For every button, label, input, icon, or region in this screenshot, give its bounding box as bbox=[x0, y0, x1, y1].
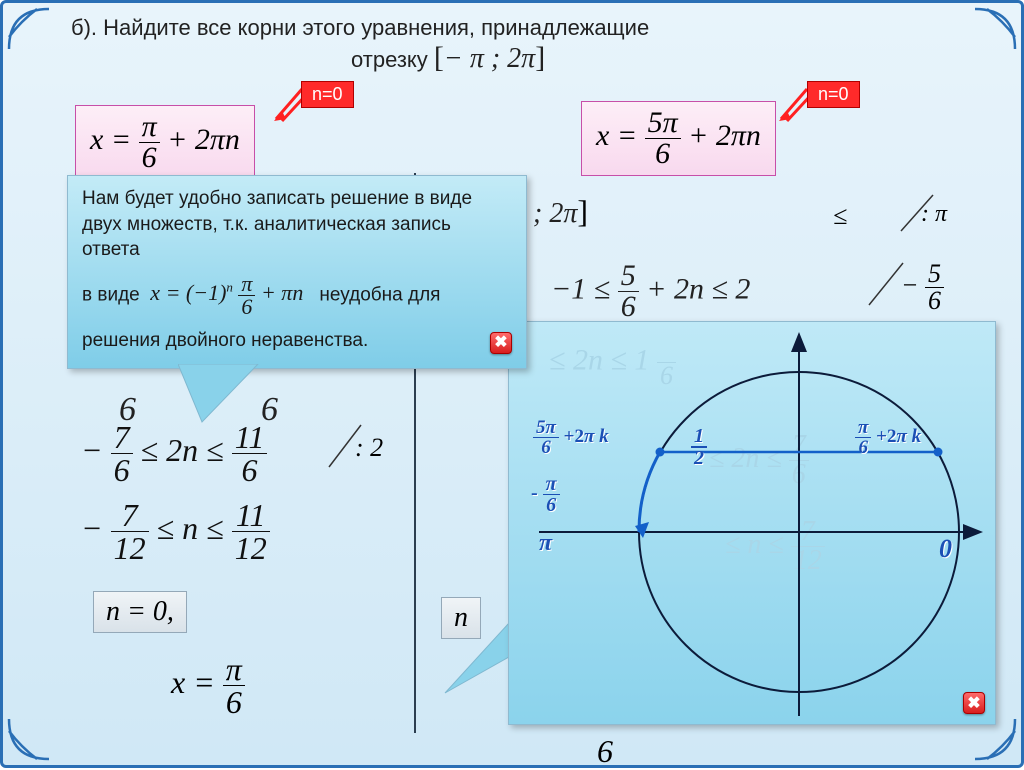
unit-circle-panel: ≤ 2n ≤ 1 6 ≤ 2n ≤ 76 ≤ n ≤ 712 bbox=[508, 321, 996, 725]
right-interval-fragment: ; 2π] bbox=[533, 193, 588, 230]
minus-5-6: − 56 bbox=[901, 261, 944, 314]
div-pi: : π bbox=[921, 201, 947, 228]
hint-text-2b: неудобна для bbox=[319, 284, 440, 305]
title-text-2: отрезку bbox=[351, 47, 428, 72]
div-2: : 2 bbox=[355, 433, 383, 463]
label-pi6: π6 +2π k bbox=[855, 418, 921, 457]
hint-callout: Нам будет удобно записать решение в виде… bbox=[67, 175, 527, 369]
hint-text-1: Нам будет удобно записать решение в виде… bbox=[82, 186, 512, 263]
close-icon[interactable]: ✖ bbox=[490, 332, 512, 354]
n-tag-right: n=0 bbox=[807, 81, 860, 108]
label-minus-pi6: - π6 bbox=[531, 474, 560, 515]
label-pi: π bbox=[539, 530, 552, 557]
n-tag-left: n=0 bbox=[301, 81, 354, 108]
hint-text-2a: в виде bbox=[82, 284, 140, 305]
title-text-1: б). Найдите все корни этого уравнения, п… bbox=[71, 15, 649, 40]
result-x: x = π6 bbox=[171, 653, 245, 718]
hint-text-3: решения двойного неравенства. bbox=[82, 328, 368, 354]
le-symbol: ≤ bbox=[833, 201, 847, 231]
slide-frame: б). Найдите все корни этого уравнения, п… bbox=[0, 0, 1024, 768]
right-inequality: −1 ≤ 56 + 2n ≤ 2 bbox=[551, 261, 750, 322]
corner-ornament bbox=[7, 7, 51, 51]
label-5pi6: 5π6 +2π k bbox=[533, 418, 609, 457]
formula-left: x = π6 + 2πn bbox=[75, 105, 255, 180]
formula-right: x = 5π6 + 2πn bbox=[581, 101, 776, 176]
problem-title: б). Найдите все корни этого уравнения, п… bbox=[71, 15, 1003, 75]
callout-pointer-icon bbox=[178, 364, 298, 424]
left-step2: − 712 ≤ n ≤ 1112 bbox=[81, 499, 270, 564]
label-1-2: 12 bbox=[691, 426, 707, 468]
left-step1: − 76 ≤ 2n ≤ 116 bbox=[81, 421, 267, 486]
corner-ornament bbox=[973, 7, 1017, 51]
hint-formula: x = (−1)n π6 + πn bbox=[150, 280, 309, 305]
label-zero: 0 bbox=[939, 534, 952, 564]
corner-ornament bbox=[7, 717, 51, 761]
close-icon[interactable]: ✖ bbox=[963, 692, 985, 714]
stray-6: 6 bbox=[597, 733, 613, 770]
unit-circle-svg bbox=[509, 322, 997, 726]
result-n0: n = 0, bbox=[93, 591, 187, 633]
